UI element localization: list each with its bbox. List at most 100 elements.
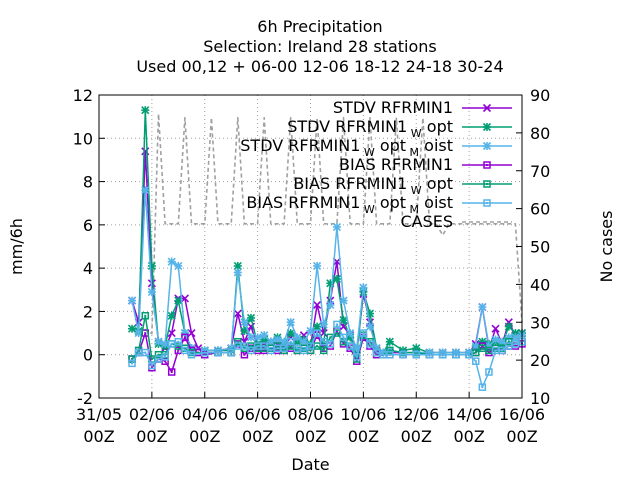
data-point (247, 346, 255, 355)
data-point (148, 361, 156, 370)
y-tick-label: 2 (83, 302, 93, 321)
legend-label: STDV RFRMIN1 W opt (287, 117, 453, 140)
y2-axis-label: No cases (597, 211, 616, 283)
series-group (127, 106, 527, 391)
y2-tick-label: 80 (530, 124, 550, 143)
x-tick-label: 31/05 (76, 405, 122, 424)
data-point (498, 346, 506, 355)
legend-item-6: CASES (400, 212, 512, 231)
x-tick-sublabel: 00Z (348, 427, 379, 446)
legend-label: BIAS RFRMIN1 W opt (293, 174, 453, 197)
x-tick-label: 12/06 (393, 405, 439, 424)
data-point (306, 326, 315, 335)
data-point (167, 368, 176, 376)
x-tick-label: 10/06 (340, 405, 386, 424)
x-tick-label: 06/06 (235, 405, 281, 424)
data-point (353, 353, 361, 361)
data-point (300, 346, 308, 355)
data-point (161, 353, 169, 361)
legend-label: STDV RFRMIN1 W opt M oist (240, 136, 453, 159)
data-point (128, 359, 136, 368)
legend-item-0: STDV RFRMIN1 (333, 98, 512, 117)
data-point (313, 300, 322, 310)
data-point (174, 261, 183, 271)
y2-tick-label: 30 (530, 313, 550, 332)
legend-label: CASES (400, 212, 453, 231)
x-axis: 31/05 00Z 02/06 00Z 04/06 00Z 06/06 00Z 08/06 00Z… (76, 392, 545, 446)
data-point (482, 122, 492, 132)
data-point (452, 350, 460, 359)
data-point (167, 329, 176, 338)
data-point (326, 300, 335, 310)
data-point (365, 322, 375, 331)
title-line-3: Used 00,12 + 06-00 12-06 18-12 24-18 30-… (136, 57, 503, 76)
data-point (240, 342, 249, 350)
data-point (491, 335, 500, 344)
data-point (286, 318, 295, 327)
data-point (332, 274, 342, 284)
data-point (279, 337, 289, 346)
data-point (286, 337, 295, 346)
x-tick-sublabel: 00Z (401, 427, 432, 446)
data-point (504, 322, 513, 331)
data-point (483, 180, 491, 188)
data-point (127, 324, 137, 333)
data-point (299, 337, 308, 346)
y-tick-label: 12 (73, 86, 93, 105)
legend-label: BIAS RFRMIN1 W opt M oist (246, 193, 453, 216)
data-point (273, 335, 282, 344)
data-point (359, 283, 368, 292)
data-point (313, 329, 321, 337)
data-point (147, 261, 156, 271)
x-axis-label: Date (291, 455, 329, 474)
data-point (266, 337, 275, 346)
y2-tick-label: 60 (530, 200, 550, 219)
x-tick-label: 08/06 (287, 405, 333, 424)
data-point (141, 348, 150, 357)
data-point (483, 161, 491, 169)
x-tick-label: 16/06 (499, 405, 545, 424)
data-point (346, 342, 354, 350)
title-line-2: Selection: Ireland 28 stations (203, 37, 436, 56)
data-point (187, 329, 196, 338)
legend-item-5: BIAS RFRMIN1 W opt M oist (246, 193, 512, 216)
data-point (313, 322, 322, 331)
data-point (260, 331, 269, 340)
legend-label: STDV RFRMIN1 (333, 98, 453, 117)
data-point (326, 340, 335, 348)
y2-tick-label: 40 (530, 275, 550, 294)
data-point (339, 296, 348, 305)
data-point (187, 350, 196, 359)
y-tick-label: 6 (83, 216, 93, 235)
x-tick-sublabel: 00Z (83, 427, 114, 446)
data-point (465, 350, 473, 359)
data-point (227, 348, 235, 357)
x-tick-label: 04/06 (182, 405, 228, 424)
data-point (385, 337, 394, 346)
x-tick-sublabel: 00Z (189, 427, 220, 446)
data-point (482, 141, 492, 151)
data-point (359, 329, 368, 337)
x-tick-sublabel: 00Z (453, 427, 484, 446)
data-point (127, 296, 137, 305)
data-point (147, 287, 156, 297)
data-point (471, 341, 480, 351)
data-point (366, 340, 374, 348)
data-point (386, 350, 394, 359)
legend-item-1: STDV RFRMIN1 W opt (287, 117, 512, 140)
data-point (319, 320, 328, 329)
data-point (386, 346, 394, 355)
data-point (332, 222, 342, 232)
data-point (478, 383, 487, 391)
x-tick-label: 14/06 (446, 405, 492, 424)
data-point (306, 342, 315, 350)
y2-tick-label: 50 (530, 238, 550, 257)
data-point (319, 346, 328, 355)
data-point (260, 342, 268, 350)
data-point (180, 294, 189, 303)
data-point (425, 350, 434, 359)
data-point (293, 333, 302, 342)
data-point (141, 312, 150, 320)
legend-label: BIAS RFRMIN1 (339, 155, 453, 174)
